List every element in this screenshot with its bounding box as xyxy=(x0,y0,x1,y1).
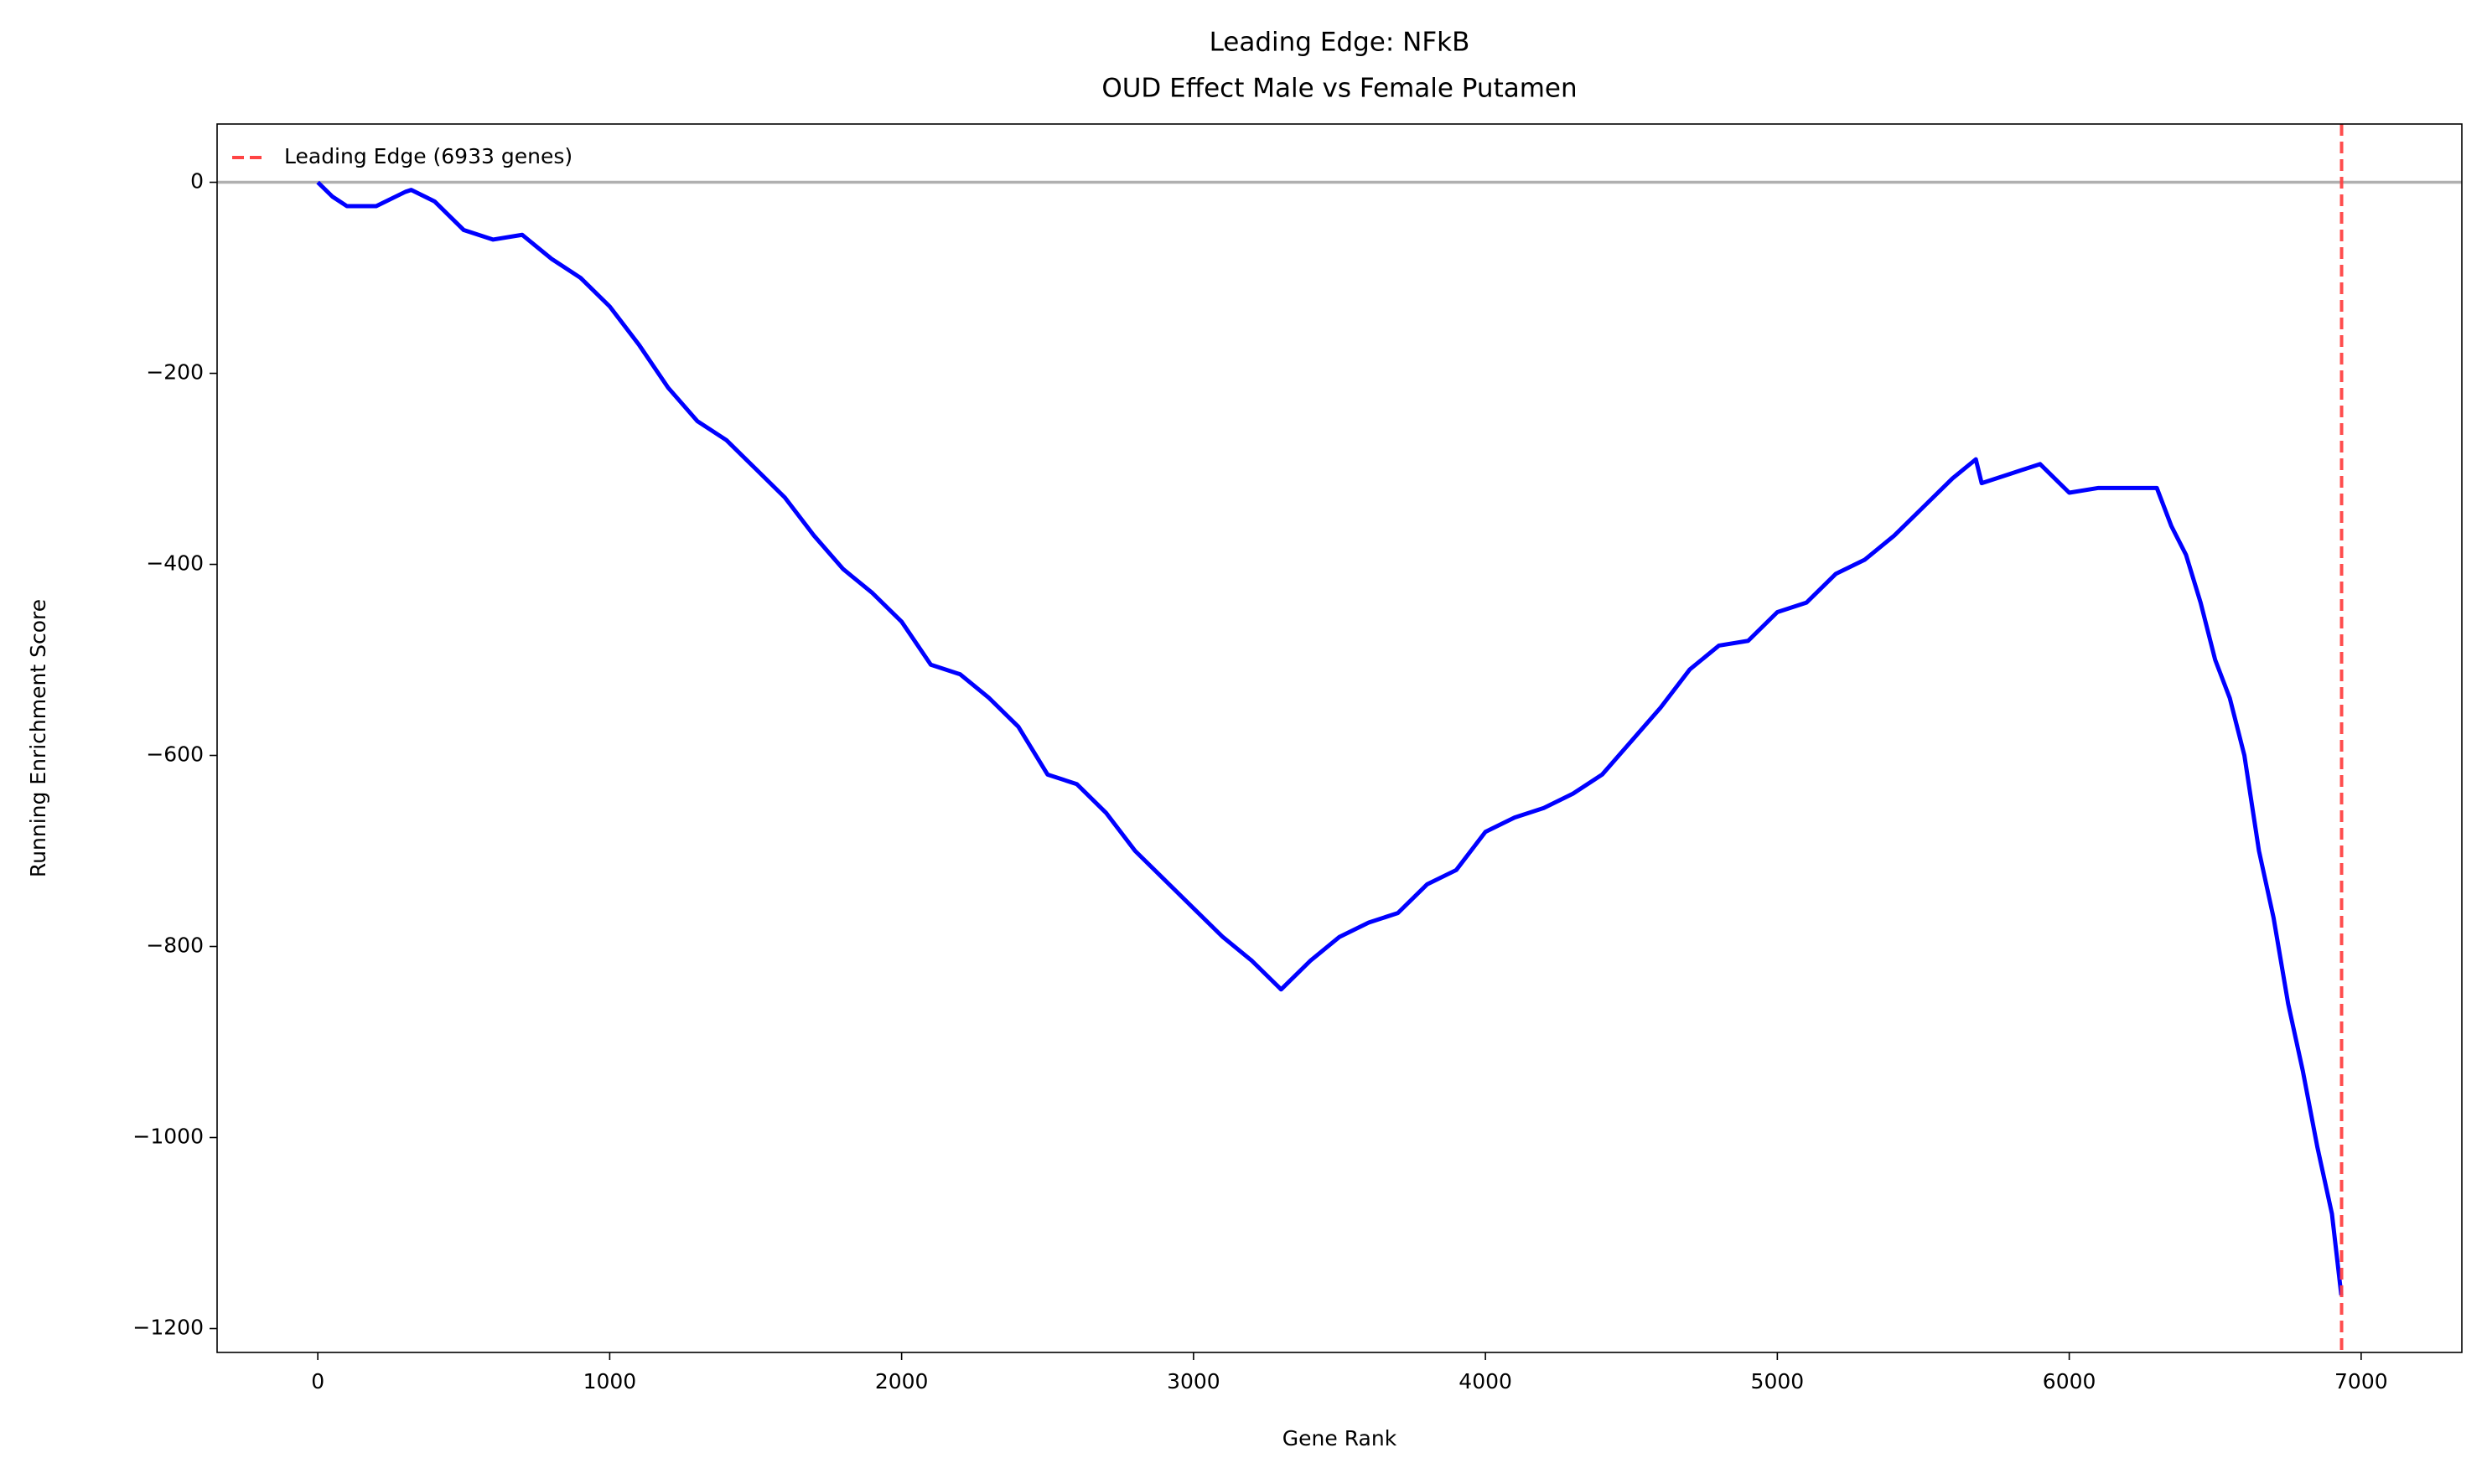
x-tick-label: 0 xyxy=(311,1369,324,1394)
chart-subtitle: OUD Effect Male vs Female Putamen xyxy=(1101,74,1577,104)
y-tick-label: −800 xyxy=(146,933,204,958)
y-axis-label: Running Enrichment Score xyxy=(26,599,50,877)
series-line xyxy=(316,180,2344,1295)
chart-title: Leading Edge: NFkB xyxy=(1210,28,1470,58)
x-tick-label: 7000 xyxy=(2334,1369,2388,1394)
x-tick-label: 5000 xyxy=(1751,1369,1805,1394)
y-tick-label: 0 xyxy=(190,169,204,194)
x-tick-label: 2000 xyxy=(875,1369,929,1394)
legend-label: Leading Edge (6933 genes) xyxy=(284,144,573,168)
y-tick-label: −400 xyxy=(146,551,204,576)
x-tick-label: 3000 xyxy=(1167,1369,1220,1394)
y-tick-label: −600 xyxy=(146,742,204,767)
y-tick-label: −200 xyxy=(146,360,204,385)
x-tick-label: 4000 xyxy=(1459,1369,1512,1394)
y-tick-label: −1000 xyxy=(132,1125,204,1149)
x-tick-label: 1000 xyxy=(583,1369,637,1394)
x-axis-label: Gene Rank xyxy=(1282,1426,1397,1450)
x-tick-label: 6000 xyxy=(2043,1369,2096,1394)
y-tick-label: −1200 xyxy=(132,1316,204,1340)
plot-frame xyxy=(216,123,2463,1353)
